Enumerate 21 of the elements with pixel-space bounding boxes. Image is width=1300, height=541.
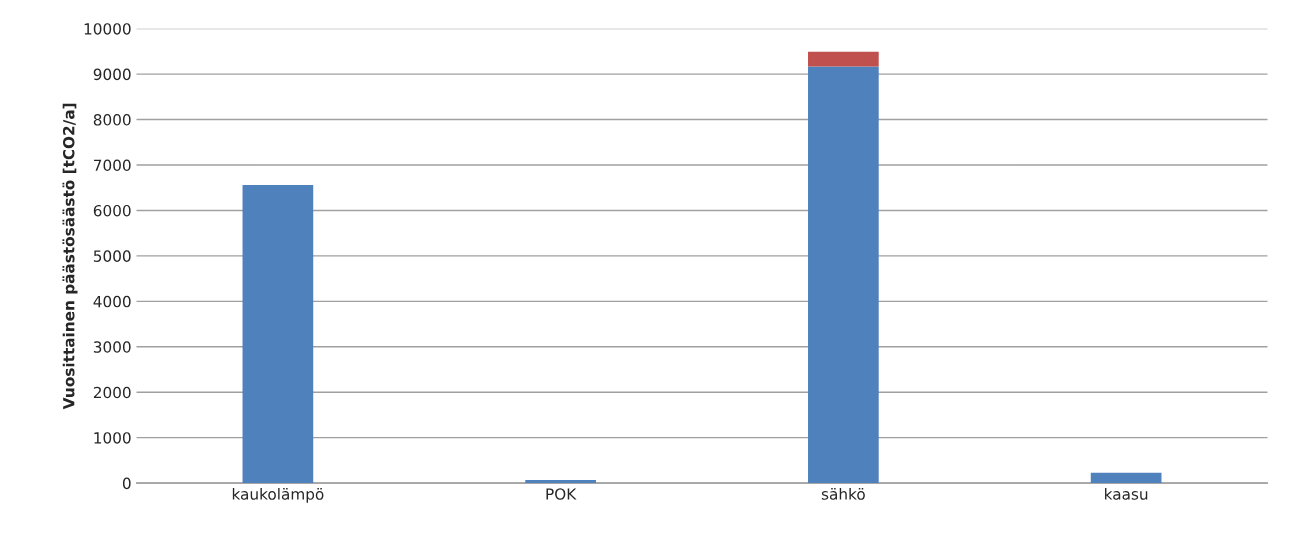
y-tick-label: 4000 [93,295,131,308]
y-tick-label: 0 [122,477,131,490]
bar [1090,472,1162,484]
y-tick-label: 1000 [94,432,131,444]
y-tick-label: 3000 [93,341,131,353]
x-tick-label: kaasu [1105,487,1148,500]
x-tick-label: kaukolämpö [232,487,324,503]
y-tick-label: 10000 [84,23,131,35]
y-tick-label: 9000 [93,68,131,81]
bar [242,185,314,484]
y-tick-label: 2000 [93,386,131,399]
x-tick-label: POK [546,488,577,500]
x-tick-label: sähkö [821,487,865,500]
y-tick-label: 6000 [93,204,131,217]
bar [808,66,879,484]
y-tick-label: 7000 [94,159,131,172]
bar [808,51,879,67]
y-axis-title: Vuosittainen päästösäästö [tCO2/a] [62,103,78,410]
y-tick-label: 5000 [93,250,131,262]
y-tick-label: 8000 [93,114,131,126]
bar [525,479,596,484]
